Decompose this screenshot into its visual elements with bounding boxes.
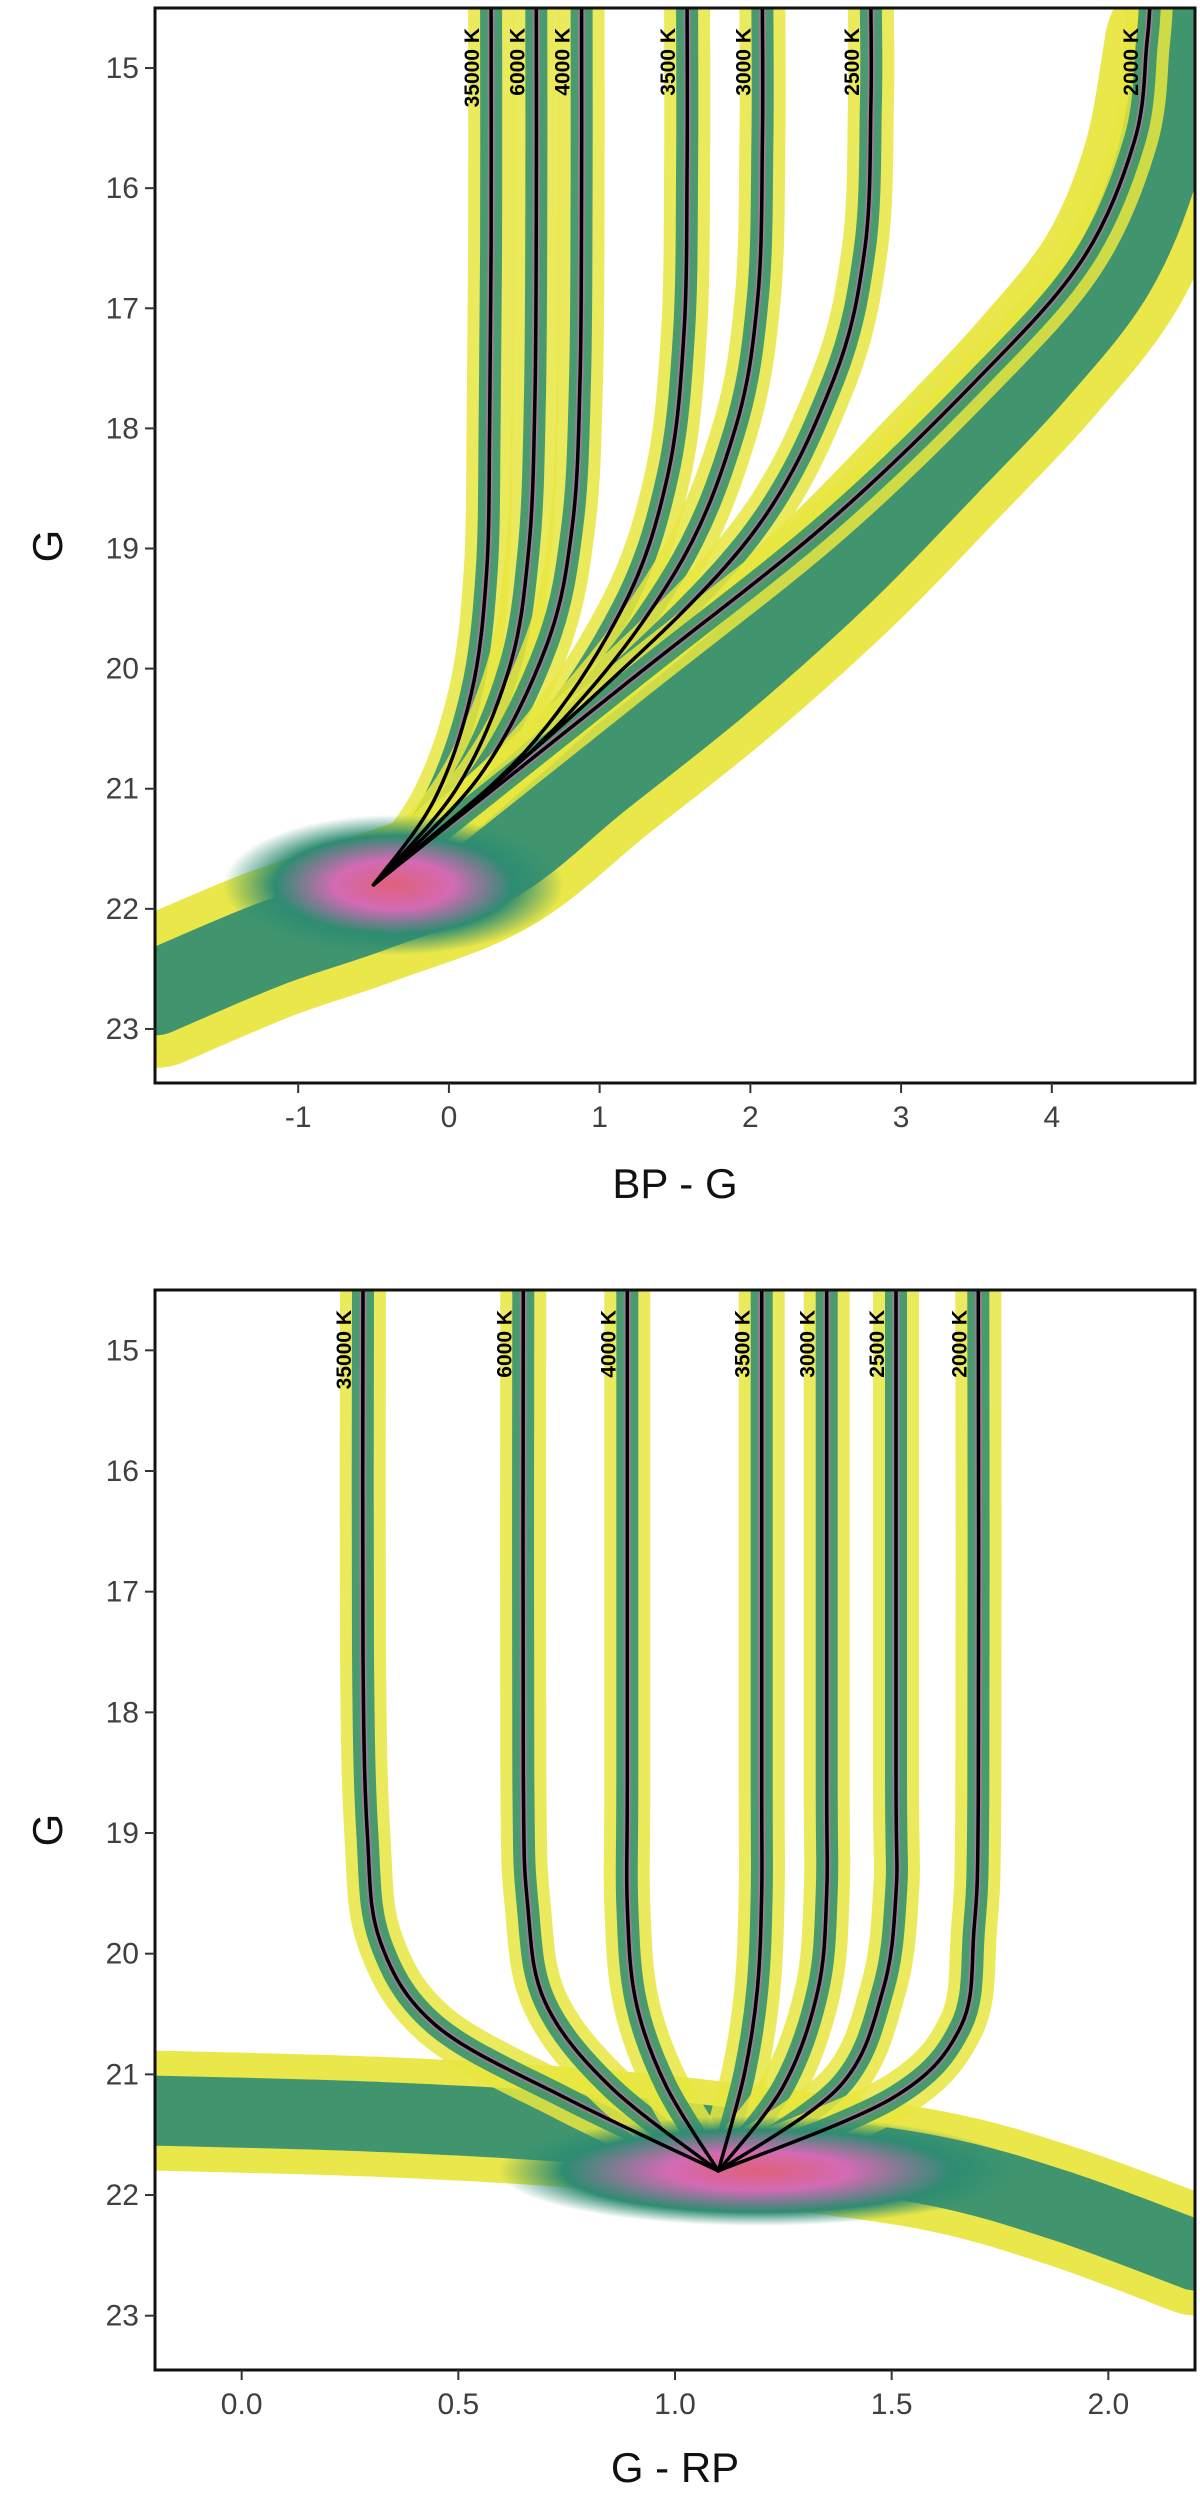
track-4000-k [371,8,584,887]
x-axis-ticks: 0.0 0.5 1.0 1.5 2.0 [221,2370,1129,2421]
x-tick-label: -1 [285,1101,312,1134]
y-axis-label: G [24,1814,71,1847]
x-tick-label: 3 [893,1101,910,1134]
x-tick-label: 1.5 [871,2388,913,2421]
temperature-label: 2500 K [866,1310,889,1378]
temperature-label: 3000 K [797,1310,820,1378]
y-tick-label: 22 [106,893,139,926]
temperature-label: 35000 K [461,28,484,107]
y-tick-label: 19 [106,533,139,566]
track-3000-k [716,1290,830,2173]
x-tick-label: 1 [591,1101,608,1134]
temperature-label: 4000 K [552,28,575,96]
temperature-label: 2000 K [1120,28,1143,96]
x-axis-label: BP - G [612,1160,737,1207]
y-tick-label: 19 [106,1817,139,1850]
temperature-label: 4000 K [597,1310,620,1378]
chart-bp-g: 35000 K 6000 K 4000 K 3500 K 3000 K 2500 K 200… [24,6,1197,1207]
x-axis-ticks: -1 0 1 2 3 4 [285,1083,1060,1134]
density-peak-region [498,2115,1019,2226]
y-tick-label: 21 [106,773,139,806]
temperature-label: 3500 K [732,1310,755,1378]
x-tick-label: 1.0 [654,2388,696,2421]
track-35000-k [360,1290,721,2173]
temperature-tracks [371,8,1152,887]
chart-g-rp: 35000 K 6000 K 4000 K 3500 K 3000 K 2500 K 200… [24,1288,1197,2491]
x-axis-label: G - RP [611,2444,739,2491]
track-2000-k [716,1290,981,2173]
y-tick-label: 18 [106,412,139,445]
temperature-label: 35000 K [333,1310,356,1389]
track-3500-k [371,8,690,887]
y-tick-label: 15 [106,52,139,85]
y-tick-label: 16 [106,172,139,205]
x-tick-label: 2 [742,1101,759,1134]
temperature-label: 6000 K [506,28,529,96]
track-3500-k [716,1290,764,2173]
y-tick-label: 16 [106,1455,139,1488]
y-axis-ticks: 15 16 17 18 19 20 21 22 23 [106,1334,155,2333]
track-2500-k [716,1290,899,2173]
temperature-labels: 35000 K 6000 K 4000 K 3500 K 3000 K 2500 K 200… [333,1310,971,1389]
y-tick-label: 23 [106,1013,139,1046]
track-4000-k [624,1290,721,2173]
track-6000-k [521,1290,721,2173]
temperature-labels: 35000 K 6000 K 4000 K 3500 K 3000 K 2500 K 200… [461,28,1143,107]
y-tick-label: 22 [106,2179,139,2212]
track-35000-k [371,8,493,887]
y-tick-label: 17 [106,292,139,325]
density-layer [155,1290,1195,2316]
y-tick-label: 20 [106,1938,139,1971]
temperature-label: 3000 K [732,28,755,96]
track-2000-k [371,8,1152,887]
temperature-label: 2000 K [948,1310,971,1378]
track-6000-k [371,8,539,887]
x-tick-label: 0 [441,1101,458,1134]
density-layer [155,8,1195,1068]
y-tick-label: 21 [106,2058,139,2091]
x-tick-label: 4 [1043,1101,1060,1134]
y-tick-label: 15 [106,1334,139,1367]
x-tick-label: 0.0 [221,2388,263,2421]
y-axis-ticks: 15 16 17 18 19 20 21 22 23 [106,52,155,1046]
track-2500-k [371,8,874,887]
y-tick-label: 23 [106,2300,139,2333]
y-tick-label: 17 [106,1576,139,1609]
y-tick-label: 18 [106,1696,139,1729]
temperature-label: 6000 K [493,1310,516,1378]
temperature-tracks [360,1290,981,2173]
temperature-label: 2500 K [841,28,864,96]
plot-frame [153,6,1197,1085]
y-tick-label: 20 [106,653,139,686]
y-axis-label: G [24,530,71,563]
temperature-label: 3500 K [657,28,680,96]
density-peak-region [223,814,564,955]
x-tick-label: 2.0 [1087,2388,1129,2421]
x-tick-label: 0.5 [437,2388,479,2421]
